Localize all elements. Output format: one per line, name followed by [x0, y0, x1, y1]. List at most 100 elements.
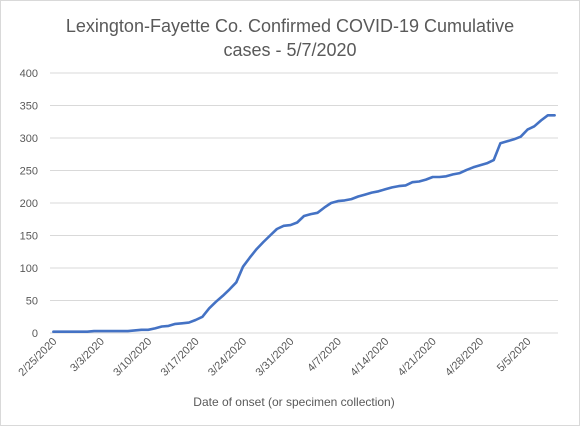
data-point — [553, 114, 556, 117]
data-point — [431, 176, 434, 178]
x-tick-label: 3/3/2020 — [68, 336, 107, 375]
data-point — [276, 228, 278, 230]
data-point — [120, 330, 122, 332]
y-tick-label: 350 — [20, 101, 38, 113]
data-point — [438, 176, 441, 178]
x-tick-label: 3/24/2020 — [206, 336, 249, 379]
data-point — [255, 248, 258, 250]
chart-title-line-2: cases - 5/7/2020 — [223, 40, 356, 60]
data-point — [93, 330, 95, 332]
x-tick-label: 2/25/2020 — [16, 336, 59, 379]
data-point — [303, 215, 305, 217]
data-point — [486, 162, 488, 165]
data-point — [282, 225, 285, 227]
data-point — [262, 241, 265, 243]
data-point — [161, 325, 163, 328]
data-point — [418, 180, 420, 183]
data-point — [492, 159, 495, 161]
data-point — [540, 119, 542, 122]
data-point — [323, 206, 326, 209]
data-point — [72, 330, 75, 333]
data-point — [316, 212, 319, 214]
data-point — [113, 330, 116, 332]
x-tick-label: 3/31/2020 — [253, 336, 296, 379]
data-point — [86, 330, 89, 333]
y-tick-label: 50 — [26, 296, 38, 308]
y-tick-label: 0 — [32, 328, 38, 340]
data-point — [506, 140, 509, 143]
data-point — [140, 329, 143, 331]
gridlines — [50, 72, 558, 334]
data-point — [391, 186, 393, 189]
data-point — [357, 195, 360, 198]
data-point — [174, 323, 177, 325]
data-point — [384, 188, 387, 191]
chart-title-line-1: Lexington-Fayette Co. Confirmed COVID-19… — [66, 16, 514, 36]
data-point — [398, 185, 400, 187]
data-point — [127, 330, 129, 332]
data-point — [377, 190, 380, 193]
x-tick-label: 5/5/2020 — [495, 336, 534, 375]
series-layer — [52, 114, 556, 334]
data-point — [479, 164, 481, 167]
x-tick-label: 3/10/2020 — [111, 336, 154, 379]
data-point — [364, 193, 366, 196]
x-axis-ticks: 2/25/2020 3/3/2020 3/10/2020 3/17/2020 3/24/… — [16, 336, 533, 379]
y-tick-label: 150 — [20, 231, 38, 243]
y-axis-ticks: 0 50 100 150 200 250 300 350 400 — [20, 68, 38, 340]
data-point — [181, 322, 183, 325]
data-point — [310, 213, 312, 215]
data-point — [330, 202, 332, 204]
data-point — [188, 321, 190, 324]
data-point — [221, 295, 224, 297]
y-tick-label: 300 — [20, 133, 38, 145]
y-tick-label: 250 — [20, 166, 38, 178]
data-point — [147, 329, 149, 331]
data-point — [411, 181, 414, 183]
data-point — [201, 316, 204, 318]
data-point — [228, 288, 231, 291]
y-tick-label: 100 — [20, 263, 38, 275]
data-point — [133, 329, 136, 332]
data-point — [79, 330, 82, 333]
data-point — [52, 330, 55, 333]
data-point — [404, 184, 407, 187]
x-tick-label: 4/21/2020 — [396, 336, 439, 379]
data-point — [194, 319, 197, 321]
x-tick-label: 4/28/2020 — [443, 336, 486, 379]
data-point — [343, 199, 346, 202]
data-point — [59, 330, 61, 333]
data-point — [100, 330, 102, 332]
data-point — [499, 142, 502, 144]
x-axis-title: Date of onset (or specimen collection) — [193, 395, 394, 409]
data-point — [452, 173, 454, 176]
data-point — [533, 125, 536, 128]
data-point — [519, 135, 522, 138]
y-tick-label: 400 — [20, 68, 38, 80]
data-point — [472, 166, 475, 169]
data-point — [350, 198, 353, 200]
data-point — [167, 325, 170, 327]
data-point — [215, 301, 217, 303]
data-point — [445, 175, 448, 178]
data-point — [208, 307, 210, 310]
data-point — [296, 221, 299, 224]
data-point — [154, 327, 156, 330]
data-point — [337, 200, 339, 202]
x-tick-label: 4/14/2020 — [348, 336, 391, 379]
data-point — [526, 128, 529, 131]
x-tick-label: 3/17/2020 — [159, 336, 202, 379]
data-point — [249, 256, 251, 259]
y-tick-label: 200 — [20, 198, 38, 210]
data-point — [465, 169, 468, 171]
data-point — [289, 224, 292, 226]
data-point — [459, 172, 461, 174]
x-tick-label: 4/7/2020 — [305, 336, 344, 375]
data-point — [513, 138, 515, 141]
data-point — [269, 234, 271, 237]
data-point — [547, 114, 549, 117]
data-point — [425, 178, 427, 181]
data-point — [106, 330, 109, 332]
